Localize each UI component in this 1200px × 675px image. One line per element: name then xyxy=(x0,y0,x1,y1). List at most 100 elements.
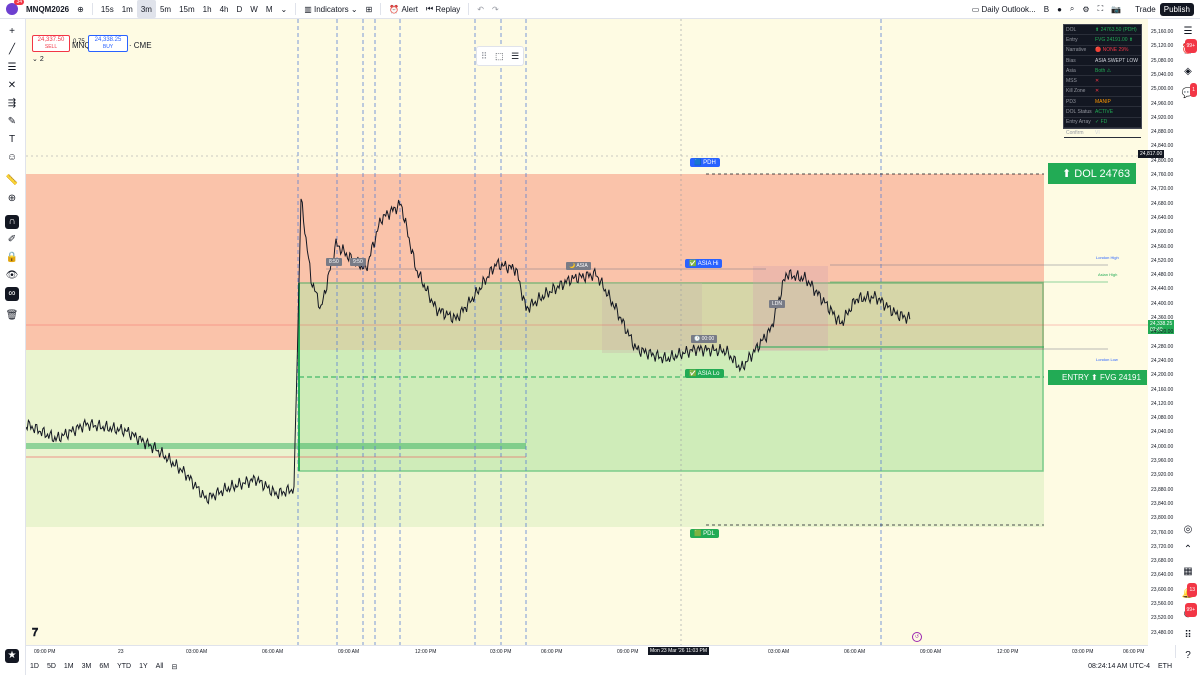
ruler-icon[interactable]: 📏 xyxy=(5,175,19,186)
notifications-icon[interactable]: 🔔13 xyxy=(1181,583,1197,601)
redo-icon[interactable]: ↷ xyxy=(492,4,499,14)
brush-icon[interactable]: ✎ xyxy=(7,116,17,127)
fullscreen-icon[interactable]: ⛶ xyxy=(1097,4,1104,13)
panel-row: Bias ASIA SWEPT LOW xyxy=(1064,56,1141,67)
help-icon[interactable]: ? xyxy=(1185,650,1191,661)
layout-name-button[interactable]: ▭ Daily Outlook... xyxy=(968,0,1040,18)
chart-canvas[interactable]: 🇺🇸 MNQM2026 · 3 · CME 24,337.50 SELL 0.7… xyxy=(26,19,1148,645)
panel-key: DOL Status xyxy=(1066,109,1092,116)
range-1D[interactable]: 1D xyxy=(30,663,39,670)
fib-icon[interactable]: ⇶ xyxy=(7,98,17,109)
alerts-icon[interactable]: ⏰99+ xyxy=(1181,39,1197,57)
timeframe-D[interactable]: D xyxy=(236,4,243,14)
bottom-toolbar: 1D 5D 1M 3M 6M YTD 1Y All ⊟ 08:24:14 AM UTC-4 E… xyxy=(26,658,1176,675)
settings-icon[interactable]: ⚙ xyxy=(1082,4,1090,14)
dol-info-panel: DOL ⬆ 24763.50 (PDH) Entry FVG 24191.00 ⬆ Na… xyxy=(1063,24,1142,139)
date-range-icon[interactable]: ⊟ xyxy=(171,663,178,671)
calendar-icon[interactable]: ▦ xyxy=(1183,566,1193,577)
asia-session-box xyxy=(602,283,702,353)
drag-handle-icon[interactable]: ⠿ xyxy=(480,50,488,61)
magnet-icon[interactable]: ∩ xyxy=(5,215,19,229)
price-tick: 24,920.00 xyxy=(1151,114,1174,121)
timeframe-15s[interactable]: 15s xyxy=(100,4,114,14)
time-axis[interactable]: 09:00 PM 23 03:00 AM 06:00 AM 09:00 AM 12:00 … xyxy=(26,645,1148,658)
ideas-icon[interactable]: ★ xyxy=(5,649,19,663)
broadcast-icon[interactable]: ◉99+ xyxy=(1181,603,1197,621)
indicator-toggle[interactable]: ⌄ 2 xyxy=(32,55,44,63)
session-type[interactable]: ETH xyxy=(1158,663,1172,670)
price-tick: 24,720.00 xyxy=(1151,186,1174,193)
time-tick: 06:00 PM xyxy=(1123,649,1145,655)
alert-button[interactable]: ⏰ Alert xyxy=(385,0,422,18)
hide-icon[interactable]: 👁 xyxy=(5,270,19,281)
trash-icon[interactable]: 🗑 xyxy=(5,310,19,321)
timeframe-1m[interactable]: 1m xyxy=(121,4,133,14)
timeframe-3m[interactable]: 3m xyxy=(136,0,156,18)
buy-price: 24,338.25 xyxy=(94,37,122,43)
replay-button[interactable]: ⏮ Replay xyxy=(422,0,464,18)
timeframe-1h[interactable]: 1h xyxy=(202,4,212,14)
text-icon[interactable]: T xyxy=(8,134,16,145)
timeframe-15m[interactable]: 15m xyxy=(179,4,195,14)
sell-button[interactable]: 24,337.50 SELL xyxy=(32,35,70,52)
price-tick: 24,120.00 xyxy=(1151,400,1174,407)
stay-drawing-icon[interactable]: ✐ xyxy=(7,234,17,245)
price-tick: 24,080.00 xyxy=(1151,415,1174,422)
lock-icon[interactable]: 🔒 xyxy=(5,252,19,263)
timeframe-5m[interactable]: 5m xyxy=(159,4,172,14)
timeframe-M[interactable]: M xyxy=(265,4,273,14)
price-axis[interactable]: 24,817.00 24,338.25 02:40 25,160.00 25,12… xyxy=(1138,19,1176,645)
clock[interactable]: 08:24:14 AM UTC-4 xyxy=(1088,663,1150,670)
timezone-marker-icon[interactable]: ↺ xyxy=(912,632,922,642)
camera-icon[interactable]: 📷 xyxy=(1111,4,1122,14)
rectangle-icon[interactable]: ⬚ xyxy=(494,50,504,61)
templates-icon[interactable]: ⊞ xyxy=(365,4,373,14)
panel-value: ASIA SWEPT LOW xyxy=(1095,57,1138,64)
price-tick: 23,840.00 xyxy=(1151,500,1174,507)
panel-key: Confirm xyxy=(1066,129,1084,136)
horizontal-lines-icon[interactable]: ☰ xyxy=(7,62,17,73)
range-1Y[interactable]: 1Y xyxy=(139,663,148,670)
emoji-icon[interactable]: ☺ xyxy=(6,152,18,163)
range-3M[interactable]: 3M xyxy=(81,663,92,670)
range-YTD[interactable]: YTD xyxy=(117,663,132,670)
account-avatar[interactable]: 34 xyxy=(6,0,24,15)
undo-icon[interactable]: ↶ xyxy=(477,4,484,14)
chevron-up-icon[interactable]: ⌃ xyxy=(1183,544,1193,555)
timeframe-dropdown-icon[interactable]: ⌄ xyxy=(280,4,288,14)
chat-icon[interactable]: 💬 1 xyxy=(1181,83,1197,101)
publish-button[interactable]: Publish xyxy=(1159,2,1194,16)
add-symbol-icon[interactable]: ⊕ xyxy=(77,4,84,14)
link-icon[interactable]: ∞ xyxy=(5,287,19,301)
range-1M[interactable]: 1M xyxy=(63,663,74,670)
timeframe-W[interactable]: W xyxy=(250,4,258,14)
pattern-icon[interactable]: ✕ xyxy=(7,80,17,91)
profile-icon[interactable]: ● xyxy=(1057,4,1062,14)
symbol-search-button[interactable]: MNQM2026 xyxy=(26,4,70,14)
layers-icon[interactable]: ◈ xyxy=(1184,66,1192,77)
trend-line-icon[interactable]: ╱ xyxy=(8,44,16,55)
alert-label: Alert xyxy=(401,4,418,14)
time-tick: 23 xyxy=(118,649,124,655)
zoom-in-icon[interactable]: ⊕ xyxy=(7,193,17,204)
watchlist-icon[interactable]: ☰ xyxy=(1183,26,1193,37)
buy-button[interactable]: 24,338.25 BUY xyxy=(88,35,128,52)
range-6M[interactable]: 6M xyxy=(99,663,110,670)
timeframe-4h[interactable]: 4h xyxy=(219,4,229,14)
crosshair-icon[interactable]: + xyxy=(9,26,15,37)
panel-key: PD3 xyxy=(1066,98,1076,105)
range-5D[interactable]: 5D xyxy=(46,663,56,670)
divider xyxy=(91,3,93,15)
time-tick: 03:00 AM xyxy=(186,649,208,655)
compass-icon[interactable]: ◎ xyxy=(1183,524,1193,535)
ny-tag-1: 8:50 xyxy=(326,258,342,266)
range-All[interactable]: All xyxy=(155,663,164,670)
price-tick: 24,320.00 xyxy=(1151,329,1174,336)
indicators-button[interactable]: ▥ Indicators ⌄ xyxy=(300,0,361,18)
price-tick: 23,760.00 xyxy=(1151,529,1174,536)
layout-b-button[interactable]: B xyxy=(1043,4,1050,14)
search-icon[interactable]: ⌕ xyxy=(1069,4,1075,13)
lines-settings-icon[interactable]: ☰ xyxy=(511,50,520,61)
apps-icon[interactable]: ⠿ xyxy=(1184,630,1192,641)
trade-button[interactable]: Trade xyxy=(1135,4,1156,14)
